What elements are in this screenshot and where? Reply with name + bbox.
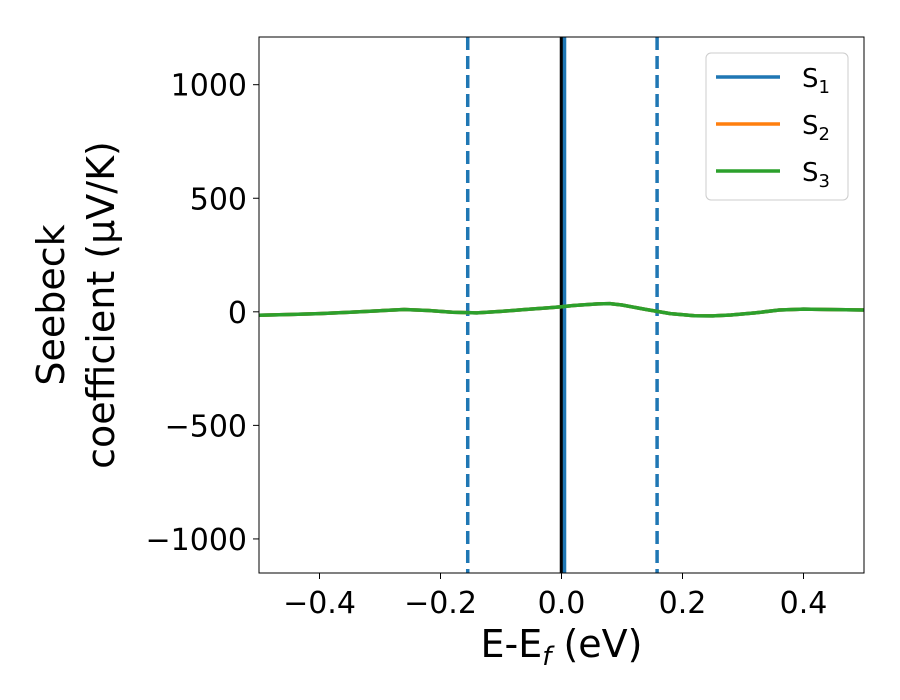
- x-axis-label: E-Ef (eV): [481, 622, 643, 672]
- y-tick-label: −500: [165, 409, 247, 444]
- x-tick-label: −0.2: [404, 586, 477, 621]
- legend-label-1: S1: [802, 64, 830, 98]
- y-tick-label: 0: [228, 296, 247, 331]
- series-line-3: [258, 301, 865, 318]
- x-tick-label: 0.0: [538, 586, 586, 621]
- legend: S1 S2 S3: [705, 52, 849, 201]
- x-tick-label: −0.4: [283, 586, 356, 621]
- y-axis-ticks: 1000 500 0 −500 −1000: [146, 69, 259, 558]
- y-axis-label-line1: Seebeck: [29, 224, 73, 385]
- series-lines: [258, 301, 865, 318]
- y-tick-label: 1000: [171, 69, 247, 104]
- x-tick-label: 0.2: [659, 586, 707, 621]
- y-tick-label: 500: [190, 182, 247, 217]
- x-tick-label: 0.4: [780, 586, 828, 621]
- vertical-reference-lines: [465, 37, 659, 573]
- y-axis-label-line2: coefficient (μV/K): [79, 141, 123, 469]
- legend-label-3: S3: [802, 158, 830, 192]
- legend-box: [705, 52, 849, 201]
- x-axis-label-unit: (eV): [551, 622, 642, 666]
- y-tick-label: −1000: [146, 523, 247, 558]
- y-axis-label: Seebeck coefficient (μV/K): [29, 141, 123, 469]
- x-axis-label-main: E-E: [481, 622, 543, 666]
- x-axis-ticks: −0.4 −0.2 0.0 0.2 0.4: [283, 573, 827, 621]
- legend-label-2: S2: [802, 111, 830, 145]
